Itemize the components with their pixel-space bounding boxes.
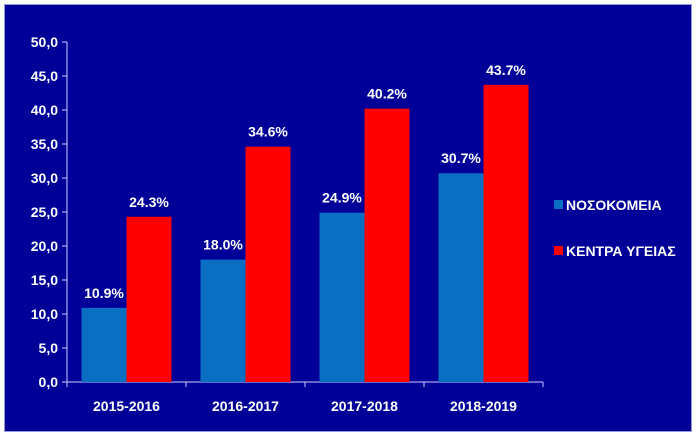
bar-kentra-ygeias	[126, 216, 172, 382]
x-tick-label: 2015-2016	[93, 398, 160, 414]
y-tick-label: 50,0	[31, 34, 58, 50]
bar-kentra-ygeias	[483, 84, 529, 382]
data-label: 40.2%	[367, 86, 407, 102]
legend-swatch	[554, 200, 563, 209]
data-label: 30.7%	[441, 150, 481, 166]
bar-nosokomeia	[319, 212, 365, 382]
data-label: 24.3%	[129, 194, 169, 210]
bars	[81, 84, 529, 382]
x-tick-label: 2018-2019	[450, 398, 517, 414]
data-label: 24.9%	[322, 190, 362, 206]
y-tick-label: 10,0	[31, 306, 58, 322]
y-tick-label: 20,0	[31, 238, 58, 254]
legend: ΝΟΣΟΚΟΜΕΙΑ ΚΕΝΤΡΑ ΥΓΕΙΑΣ	[554, 197, 676, 259]
legend-swatch	[554, 246, 563, 255]
bar-nosokomeia	[200, 259, 246, 382]
y-tick-label: 25,0	[31, 204, 58, 220]
y-tick-label: 0,0	[39, 374, 59, 390]
y-tick-label: 5,0	[39, 340, 59, 356]
y-tick-label: 30,0	[31, 170, 58, 186]
y-tick-label: 45,0	[31, 68, 58, 84]
bar-nosokomeia	[438, 173, 484, 382]
data-label: 34.6%	[248, 124, 288, 140]
y-tick-label: 15,0	[31, 272, 58, 288]
data-labels: 10.9% 18.0% 24.9% 30.7% 24.3% 34.6% 40.2% 43.7%	[84, 62, 526, 301]
data-label: 43.7%	[486, 62, 526, 78]
legend-label: ΝΟΣΟΚΟΜΕΙΑ	[566, 197, 662, 213]
y-tick-label: 40,0	[31, 102, 58, 118]
y-tick-label: 35,0	[31, 136, 58, 152]
legend-label: ΚΕΝΤΡΑ ΥΓΕΙΑΣ	[566, 243, 676, 259]
x-tick-label: 2016-2017	[212, 398, 279, 414]
axes: 0,0 5,0 10,0 15,0 20,0 25,0 30,0 35,0 40,0 45,0 50…	[31, 34, 544, 414]
data-label: 18.0%	[203, 237, 243, 253]
bar-kentra-ygeias	[364, 108, 410, 382]
data-label: 10.9%	[84, 285, 124, 301]
bar-kentra-ygeias	[245, 146, 291, 382]
bar-nosokomeia	[81, 307, 127, 382]
x-tick-label: 2017-2018	[331, 398, 398, 414]
